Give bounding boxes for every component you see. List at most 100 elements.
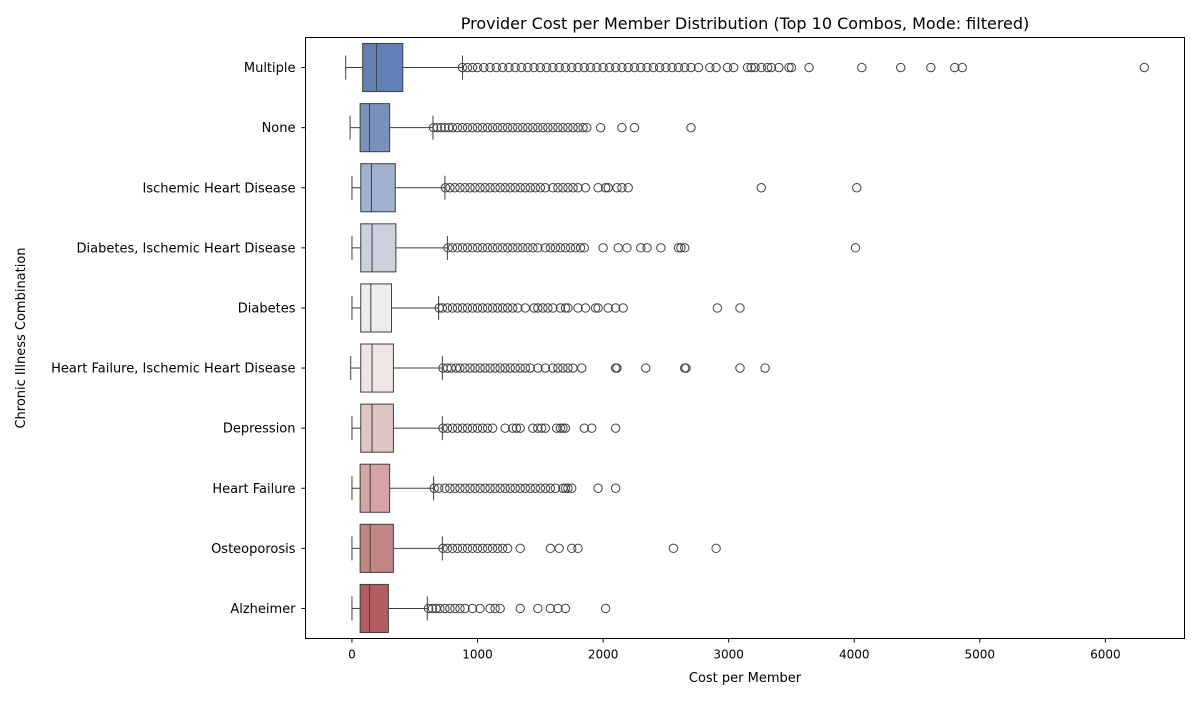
outlier-point [480,363,490,373]
outlier-point [482,243,493,253]
outlier-point [528,243,538,253]
outlier-point [440,483,450,493]
outlier-point [467,122,478,133]
outlier-point [533,363,543,373]
outlier-point [447,423,458,433]
outlier-point [705,62,715,73]
outlier-point [497,243,508,253]
x-axis: 0 1000 2000 3000 4000 5000 6000 [348,638,1121,662]
outlier-point [641,363,651,373]
outlier-point [525,483,535,493]
outlier-point [617,183,627,193]
outlier-point [460,363,470,373]
outlier-point [507,122,518,133]
outlier-point [560,423,571,433]
outlier-point [477,543,488,554]
outlier-point [502,243,513,253]
outlier-point [548,122,558,133]
outlier-point [502,122,513,133]
outlier-point [447,243,458,253]
outlier-point [505,183,515,193]
outlier-point [617,122,627,133]
outlier-point [711,62,721,73]
outlier-point [680,62,690,73]
box-group-1 [349,103,696,153]
outlier-point [784,62,794,73]
outlier-point [500,363,510,373]
outlier-point [479,62,489,73]
outlier-point [610,483,621,493]
outlier-point [573,543,583,554]
outlier-point [673,243,684,253]
box-group-0 [345,43,1150,93]
outlier-point [505,483,515,493]
outlier-point [457,122,468,133]
outlier-point [455,363,465,373]
x-axis-label: Cost per Member [689,671,802,686]
outlier-point [443,243,453,253]
outlier-point [513,303,523,313]
outlier-point [593,303,603,313]
outlier-point [490,363,500,373]
outlier-point [500,423,510,433]
outlier-point [457,303,468,313]
y-tick-label: Osteoporosis [211,542,296,557]
outlier-point [485,363,495,373]
outlier-point [467,423,478,433]
outlier-point [563,483,573,493]
outlier-point [440,122,450,133]
outlier-point [523,122,533,133]
outlier-point [495,363,505,373]
outlier-point [595,122,606,133]
y-tick-label: Multiple [244,61,296,76]
outlier-point [460,483,470,493]
y-tick-label: Alzheimer [230,602,296,617]
x-tick-label: 3000 [713,648,744,662]
outlier-point [487,122,498,133]
plot-frame [305,37,1185,639]
outlier-point [442,303,453,313]
outlier-point [470,363,480,373]
outlier-point [429,483,439,493]
outlier-point [485,183,495,193]
outlier-point [445,483,455,493]
box [360,283,393,333]
outlier-point [548,363,558,373]
outlier-point [560,62,571,73]
outlier-point [668,543,679,554]
outlier-point [617,62,627,73]
outlier-point [447,122,458,133]
outlier-point [427,603,438,614]
outlier-point [447,543,458,554]
outlier-point [465,483,475,493]
outlier-point [450,603,460,614]
y-tick-label: Depression [223,422,296,437]
outlier-point [750,62,760,73]
outlier-point [554,62,564,73]
outlier-point [786,62,797,73]
outlier-point [472,423,483,433]
outlier-point [636,62,646,73]
outlier-point [558,183,568,193]
outlier-point [711,543,721,554]
outlier-point [558,122,568,133]
outlier-point [523,62,533,73]
outlier-point [462,122,473,133]
outlier-point [533,423,543,433]
outlier-point [603,303,613,313]
outlier-point [437,303,448,313]
outlier-point [553,363,563,373]
outlier-point [680,243,690,253]
outlier-point [573,183,583,193]
x-tick-label: 5000 [965,648,996,662]
outlier-point [857,62,867,73]
outlier-point [577,363,587,373]
outlier-point [457,423,468,433]
outlier-point [452,122,463,133]
outlier-point [746,62,756,73]
outlier-point [712,303,723,313]
outlier-point [579,423,589,433]
outlier-point [560,483,571,493]
